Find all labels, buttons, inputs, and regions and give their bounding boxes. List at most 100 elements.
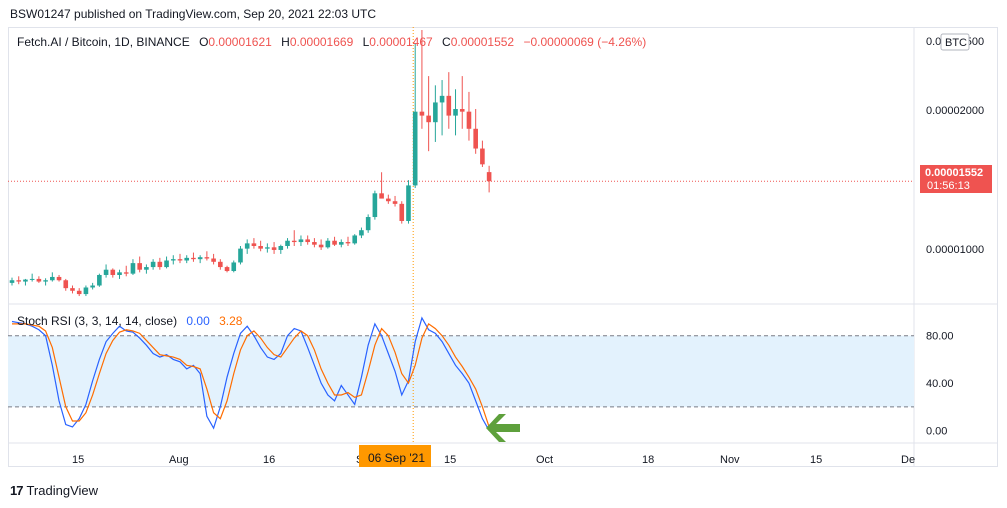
candle-body [285,240,290,246]
candle-body [218,261,223,268]
last-price-value: 0.00001552 [925,167,983,179]
candle-body [459,109,465,112]
candle-body [150,261,156,268]
candle-body [117,272,122,275]
time-tick-label: 18 [642,454,654,466]
candle-body [433,102,438,123]
candle-body [9,280,15,283]
candle-body [258,246,263,249]
candle-body [419,111,425,116]
candle-body [157,261,163,268]
candle-body [386,198,391,202]
candle-body [103,269,109,275]
countdown-value: 01:56:13 [927,180,970,192]
change-value: −0.00000069 (−4.26%) [523,35,647,49]
chart-frame [8,27,998,467]
candle-body [244,243,250,249]
crosshair-date-label: 06 Sep '21 [368,451,425,465]
high-value: 0.00001669 [289,35,354,49]
rsi-axis[interactable]: 80.00 40.00 0.00 [926,331,954,438]
candle-body [238,248,243,263]
candle-body [379,193,384,199]
currency-badge-label: BTC [945,37,967,49]
candle-body [29,278,35,280]
candle-body [271,247,277,250]
candle-body [372,193,378,218]
candle-body [23,279,28,282]
rsi-tick-label: 40.00 [926,378,954,390]
time-tick-label: Nov [720,454,740,466]
candle-body [43,280,48,282]
price-axis[interactable]: 0.00002500 BTC 0.00002000 0.00001000 0.0… [920,33,992,256]
candle-body [204,257,210,259]
footer-brand-label: TradingView [26,483,99,498]
close-label: C [442,35,451,49]
candle-body [265,247,270,249]
candle-body [446,95,452,116]
time-tick-label: Oct [536,454,553,466]
open-value: 0.00001621 [208,35,272,49]
candle-body [16,280,22,282]
time-tick-label: 15 [810,454,822,466]
candle-body [251,243,257,246]
candle-body [466,111,472,129]
candle-body [359,230,364,236]
footer-brand[interactable]: 17 TradingView [10,483,98,498]
candle-group [9,30,492,297]
candle-body [392,201,398,204]
arrow-annotation [486,414,520,442]
low-value: 0.00001467 [369,35,433,49]
candle-body [36,278,42,282]
time-axis[interactable]: 15 Aug 16 S 15 Oct 18 Nov 15 De 06 Sep '… [72,445,915,467]
time-tick-label: 15 [72,454,84,466]
currency-badge[interactable] [940,33,970,51]
symbol-name: Fetch.AI / Bitcoin, 1D, BINANCE [17,35,190,49]
rsi-d-value: 3.28 [219,314,243,328]
candle-body [211,258,216,262]
candle-body [130,263,136,274]
candle-body [76,290,82,295]
candle-body [63,280,69,289]
time-tick-label: 15 [444,454,456,466]
candle-body [291,240,297,243]
candle-body [56,276,62,281]
candle-body [170,259,176,261]
candle-body [177,259,183,261]
candle-body [50,276,55,281]
candle-body [224,267,230,272]
left-arrow-icon [486,414,520,442]
candle-body [426,115,431,123]
candle-body [97,274,102,286]
candle-body [184,257,190,261]
candle-body [305,239,310,243]
candle-body [312,242,317,245]
low-label: L [362,35,370,49]
candle-body [83,287,89,295]
rsi-k-line [11,316,490,431]
candle-body [332,240,337,245]
last-price-badge [920,165,992,193]
open-label: O [199,35,209,49]
crosshair-date-badge [359,445,431,467]
candle-body [231,262,237,272]
candle-body [191,257,196,260]
candle-body [197,257,203,260]
candle-body [70,288,75,291]
high-label: H [281,35,290,49]
candle-body [352,235,358,244]
candle-body [453,109,458,116]
price-tick-label: 0.00001000 [926,244,984,256]
rsi-tick-label: 80.00 [926,331,954,343]
rsi-legend[interactable]: Stoch RSI (3, 3, 14, 14, close) 0.00 3.2… [17,314,242,328]
candle-body [137,263,142,270]
candle-body [298,239,304,243]
candle-body [318,244,324,248]
rsi-title: Stoch RSI (3, 3, 14, 14, close) [17,314,178,328]
rsi-d-line [12,322,490,428]
candle-body [123,272,129,274]
rsi-line-group [11,316,490,431]
candle-body [406,185,411,221]
symbol-legend[interactable]: Fetch.AI / Bitcoin, 1D, BINANCE O0.00001… [17,35,646,49]
rsi-k-value: 0.00 [186,314,210,328]
